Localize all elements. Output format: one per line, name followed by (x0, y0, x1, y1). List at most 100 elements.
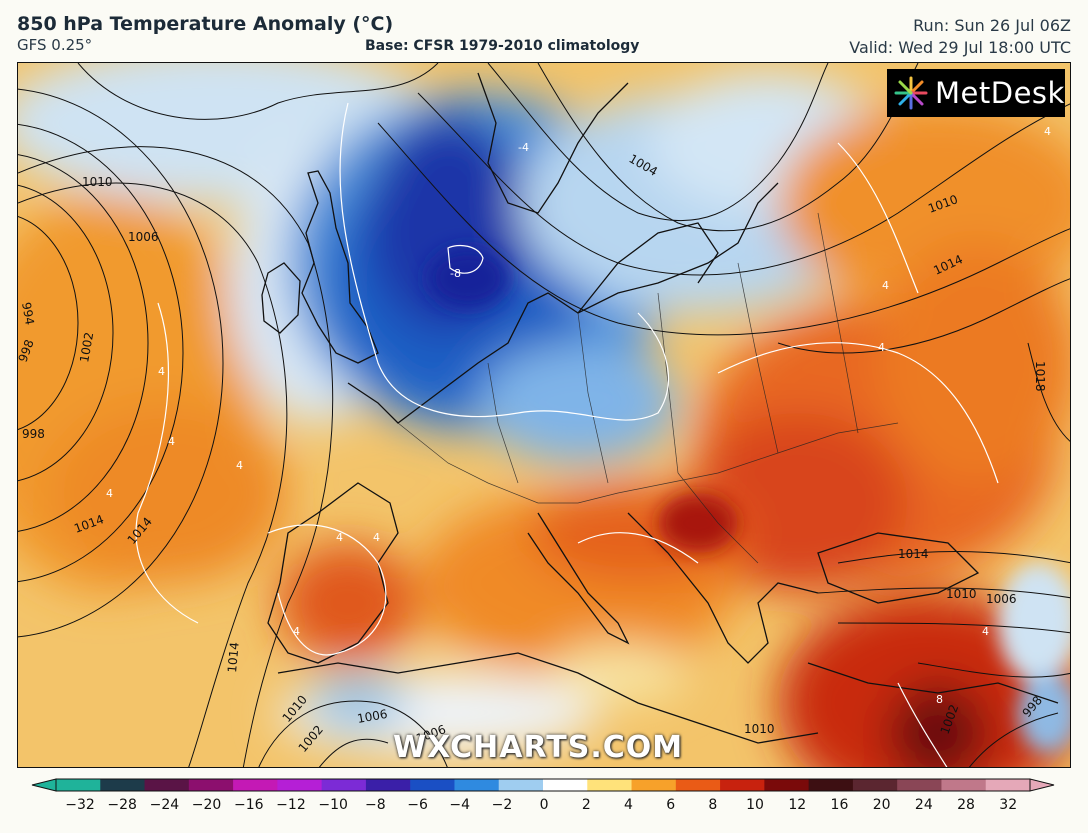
colorbar-tick-label: 10 (746, 797, 764, 813)
anomaly-label-layer: -8 4 4 4 4 4 4 4 4 4 4 4 -4 8 (106, 125, 1051, 706)
header-left: 850 hPa Temperature Anomaly (°C) GFS 0.2… (17, 13, 393, 55)
colorbar-tick-label: −28 (107, 797, 137, 813)
coast-turkey (807, 662, 1059, 704)
metdesk-burst-icon (894, 76, 928, 110)
coastlines (261, 72, 1059, 744)
colorbar-tick-label: 2 (581, 797, 591, 813)
coast-ireland (261, 262, 301, 334)
colorbar-max-arrow (1029, 778, 1055, 792)
anomaly-label: 4 (293, 625, 300, 638)
isobar-label: 1014 (898, 547, 929, 561)
colorbar-border (55, 778, 1031, 792)
isobar-label: 1010 (82, 175, 113, 189)
colorbar-swatch (675, 779, 721, 791)
coast-scandinavia (477, 72, 629, 214)
colorbar-tick-label: −4 (449, 797, 471, 813)
climatology-base: Base: CFSR 1979-2010 climatology (365, 38, 640, 54)
colorbar-tick-label: 16 (830, 797, 849, 813)
isobars (18, 63, 1070, 767)
colorbar-ticks: −32 −28 −24 −20 −16 −12 −10 −8 −6 −4 −2 0 2 4 6 8 10 12 16… (30, 797, 1056, 815)
metdesk-logo: MetDesk (887, 69, 1065, 117)
colorbar-tick-label: 4 (624, 797, 633, 813)
coast-baltic (577, 222, 719, 314)
isobar-label: 1006 (986, 592, 1017, 606)
anomaly-label: 4 (336, 531, 343, 544)
colorbar-swatch (277, 779, 323, 791)
colorbar-swatch (100, 779, 146, 791)
coast-north-africa (277, 652, 819, 744)
chart-title: 850 hPa Temperature Anomaly (°C) (17, 13, 394, 35)
metdesk-logo-text: MetDesk (935, 76, 1065, 110)
colorbar-swatch (985, 779, 1031, 791)
colorbar-swatch (454, 779, 500, 791)
map-svg: 1010 1006 994 998 1002 998 1014 1014 101… (18, 63, 1070, 767)
model-label: GFS 0.25° (17, 36, 93, 54)
country-borders (397, 212, 899, 564)
colorbar-swatch (897, 779, 943, 791)
anomaly-label: 4 (158, 365, 165, 378)
colorbar-swatch (144, 779, 190, 791)
colorbar-swatch (852, 779, 898, 791)
colorbar-tick-label: −20 (191, 797, 222, 813)
colorbar-svg (31, 778, 1055, 792)
colorbar-tick-label: 0 (539, 797, 549, 813)
isobar-label: 1006 (356, 707, 389, 726)
colorbar-swatch (365, 779, 411, 791)
colorbar-swatch (56, 779, 101, 791)
coast-black-sea (817, 532, 980, 604)
anomaly-field-detail (428, 248, 1070, 753)
colorbar-swatch (321, 779, 367, 791)
colorbar-swatch (410, 779, 456, 791)
anomaly-label: 4 (882, 279, 889, 292)
coast-italy (527, 512, 630, 645)
colorbar-tick-label: 24 (914, 797, 933, 813)
wxcharts-watermark: WXCHARTS.COM (393, 730, 684, 765)
colorbar-tick-label: −6 (407, 797, 428, 813)
anomaly-label: 4 (982, 625, 989, 638)
colorbar-tick-label: −32 (65, 797, 95, 813)
colorbar-swatch (188, 779, 234, 791)
anomaly-label: 4 (878, 341, 885, 354)
anomaly-label: 4 (373, 531, 380, 544)
colorbar-tick-label: −8 (365, 797, 386, 813)
colorbar-tick-label: −24 (149, 797, 180, 813)
run-time: Run: Sun 26 Jul 06Z (913, 16, 1071, 35)
colorbar-swatch (543, 779, 588, 791)
anomaly-contours (135, 102, 999, 767)
isobar-label: 1010 (744, 722, 775, 736)
colorbar-swatch (764, 779, 810, 791)
colorbar-tick-label: 28 (957, 797, 975, 813)
anomaly-label: 4 (236, 459, 243, 472)
anomaly-label: 4 (106, 487, 113, 500)
colorbar-tick-label: −10 (318, 797, 348, 813)
colorbar-tick-label: −16 (233, 797, 264, 813)
isobar-label: 1010 (946, 587, 977, 601)
isobar-label: 994 (19, 301, 37, 326)
colorbar-tick-label: 32 (999, 797, 1018, 813)
colorbar-tick-label: 8 (708, 797, 718, 813)
colorbar-swatch (631, 779, 677, 791)
anomaly-label: -8 (450, 267, 461, 280)
colorbar-tick-label: 12 (788, 797, 807, 813)
anomaly-label: 8 (936, 693, 943, 706)
isobar-label: 1018 (1033, 361, 1047, 392)
colorbar-swatch (498, 779, 544, 791)
anomaly-label: 4 (1044, 125, 1051, 138)
colorbar-tick-label: 6 (666, 797, 676, 813)
coast-balkans (627, 512, 819, 664)
colorbar-swatch (720, 779, 765, 791)
colorbar-tick-label: 20 (872, 797, 891, 813)
colorbar-swatch (941, 779, 987, 791)
anomaly-label: -4 (518, 141, 529, 154)
coast-north-continent (347, 182, 779, 424)
isobar-label: 1002 (77, 331, 96, 364)
colorbar-min-arrow (31, 778, 57, 792)
anomaly-map: 1010 1006 994 998 1002 998 1014 1014 101… (17, 62, 1071, 768)
colorbar-tick-label: −2 (491, 797, 513, 813)
isobar-label: 1014 (225, 642, 242, 674)
coast-iberia (267, 482, 399, 664)
anomaly-field (18, 63, 1070, 767)
valid-time: Valid: Wed 29 Jul 18:00 UTC (849, 38, 1071, 57)
isobar-label: 998 (22, 427, 45, 441)
colorbar-swatch (808, 779, 854, 791)
